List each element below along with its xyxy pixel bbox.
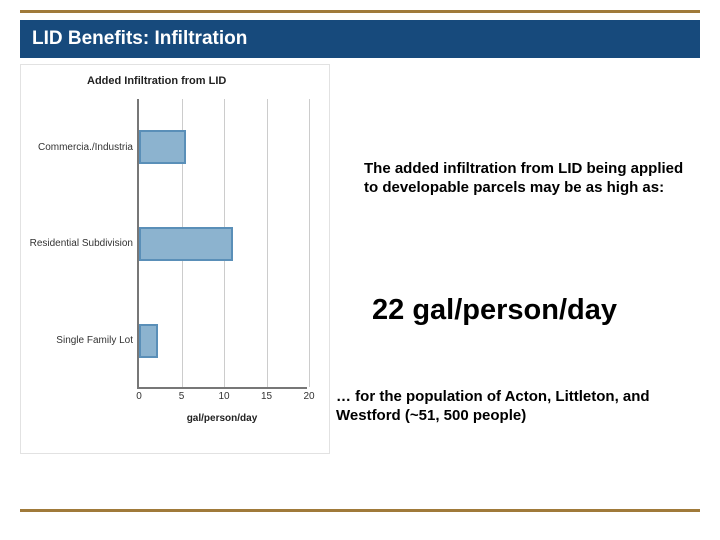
- chart-y-labels: Commercia./Industria Residential Subdivi…: [27, 99, 137, 389]
- chart-x-tick-label: 20: [303, 391, 314, 402]
- chart-category-label: Commercia./Industria: [27, 142, 133, 153]
- chart-category-label: Residential Subdivision: [27, 238, 133, 249]
- foot-text: … for the population of Acton, Littleton…: [336, 388, 690, 426]
- ellipsis-icon: …: [336, 388, 351, 405]
- chart-plot-wrap: Commercia./Industria Residential Subdivi…: [27, 99, 323, 389]
- lead-text: The added infiltration from LID being ap…: [364, 160, 690, 198]
- text-panel: The added infiltration from LID being ap…: [330, 64, 700, 454]
- stat-value: 22 gal/person/day: [372, 294, 617, 327]
- chart-gridline: [309, 99, 310, 387]
- chart-panel: Added Infiltration from LID Commercia./I…: [20, 64, 330, 454]
- slide: LID Benefits: Infiltration Added Infiltr…: [0, 0, 720, 540]
- chart-bar: [139, 324, 158, 358]
- chart-x-tick-label: 5: [179, 391, 185, 402]
- chart-x-tick-label: 10: [218, 391, 229, 402]
- slide-title: LID Benefits: Infiltration: [20, 20, 700, 58]
- chart-x-label: gal/person/day: [137, 413, 307, 424]
- chart-title: Added Infiltration from LID: [87, 75, 323, 87]
- chart-category-label: Single Family Lot: [27, 335, 133, 346]
- content-row: Added Infiltration from LID Commercia./I…: [20, 64, 700, 454]
- foot-body: for the population of Acton, Littleton, …: [336, 388, 650, 424]
- chart-bar: [139, 227, 233, 261]
- chart-x-ticks: 0 5 10 15 20: [137, 389, 311, 409]
- chart-plot-area: [137, 99, 307, 389]
- chart-bar: [139, 130, 186, 164]
- chart-gridline: [267, 99, 268, 387]
- bottom-rule: [20, 509, 700, 512]
- top-rule: [20, 10, 700, 14]
- chart-x-tick-label: 15: [261, 391, 272, 402]
- chart-x-tick-label: 0: [136, 391, 142, 402]
